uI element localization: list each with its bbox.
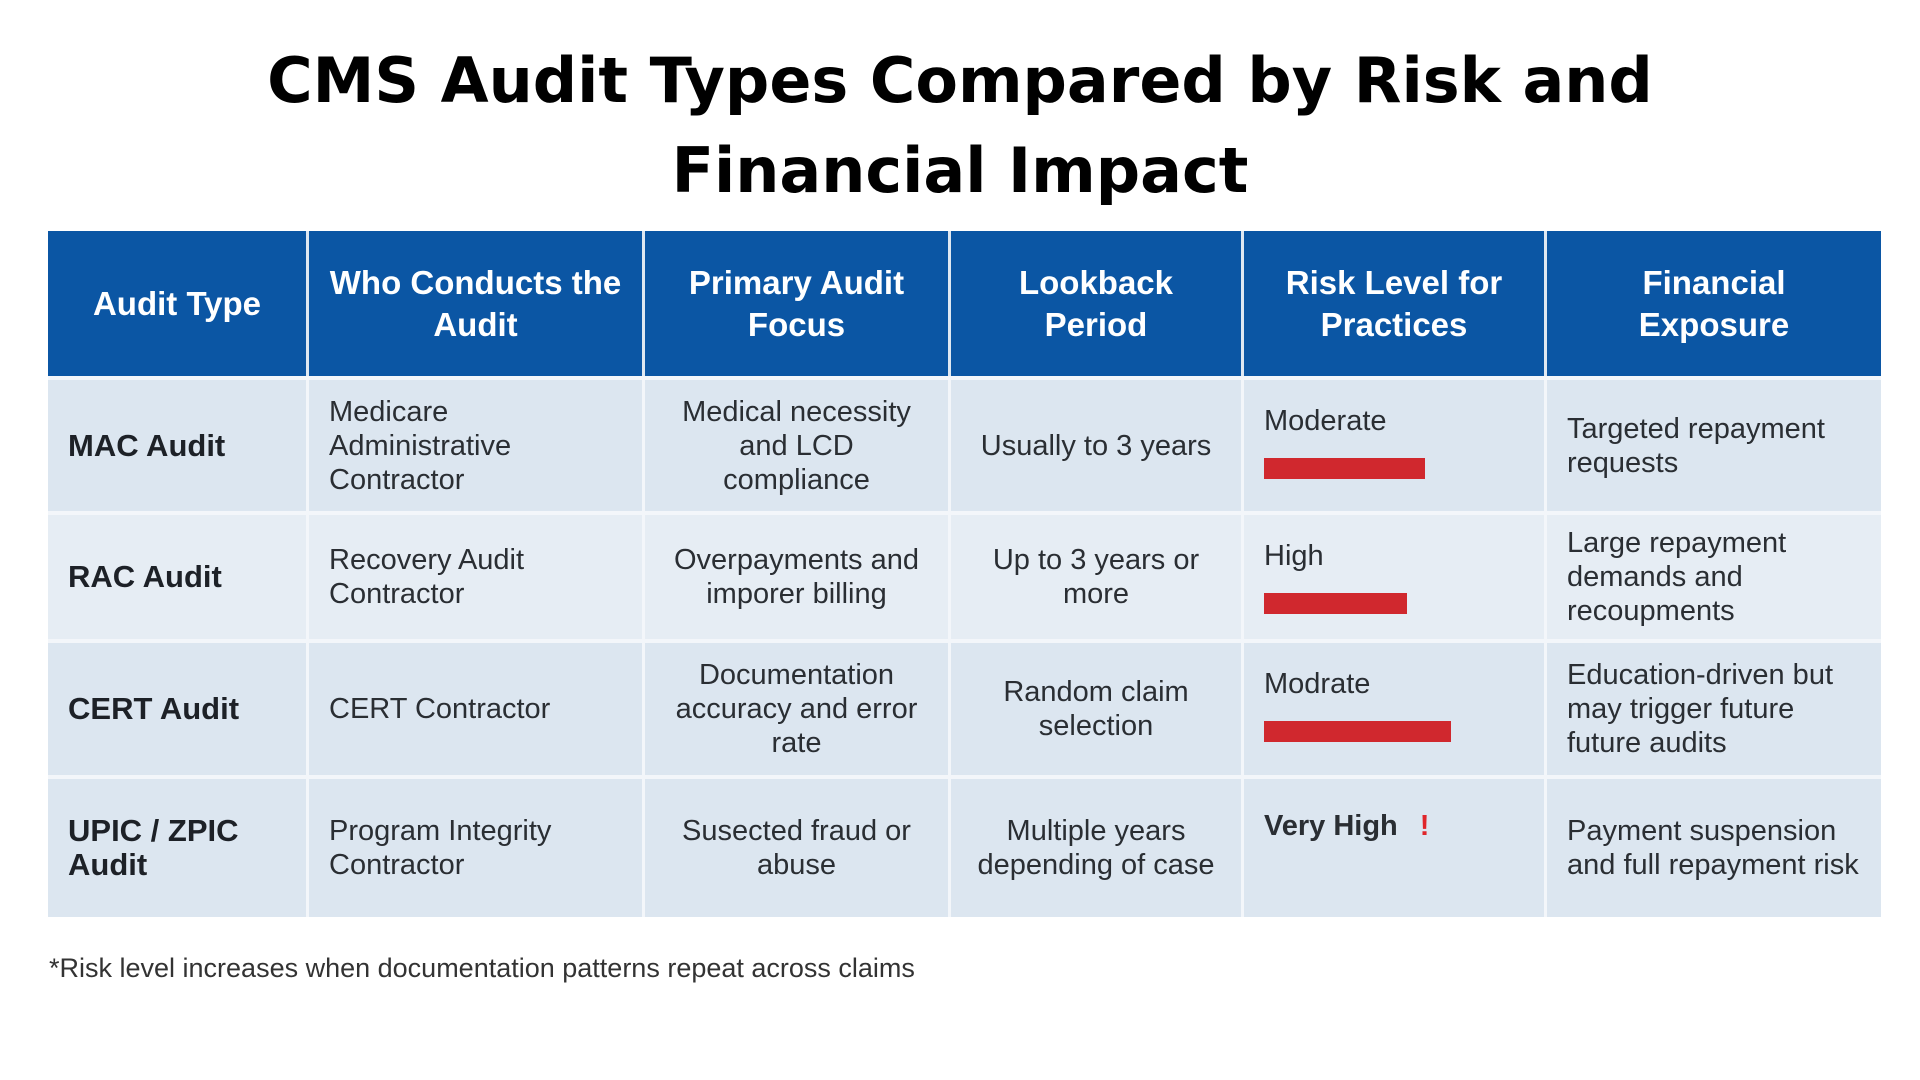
header-risk-level: Risk Level for Practices [1244,231,1547,376]
risk-level-bar [1264,593,1407,614]
lookback-cell: Random claim selection [951,643,1244,775]
primary-focus-cell: Medical necessity and LCD compliance [645,380,951,511]
header-financial-exposure: Financial Exposure [1638,263,1790,343]
financial-exposure-cell: Education-driven but may trigger future … [1567,659,1833,759]
risk-level-text: Modrate [1264,668,1371,700]
lookback-cell: Usually to 3 years [951,380,1244,511]
risk-level-text: Moderate [1264,405,1387,437]
primary-focus-cell: Overpayments and imporer billing [645,515,951,639]
table-row: MAC Audit Medicare Administrative Contrac… [48,376,1881,511]
risk-level-cell: High [1244,515,1547,639]
header-primary-focus: Primary Audit Focus [645,231,951,376]
table-row: RAC Audit Recovery Audit Contractor Overpa… [48,511,1881,639]
financial-exposure-cell: Targeted repayment requests [1567,412,1825,479]
title-line-2: Financial Impact [671,134,1249,207]
risk-level-bar [1264,721,1452,742]
financial-exposure-cell: Payment suspension and full repayment ri… [1567,815,1859,881]
primary-focus-cell: Susected fraud or abuse [645,779,951,917]
risk-level-cell: Very High! [1244,779,1547,917]
title-line-1: CMS Audit Types Compared by Risk and [267,44,1653,117]
risk-level-bar [1264,458,1426,479]
risk-level-text: High [1264,540,1324,572]
who-conducts-cell: Recovery Audit Contractor [309,515,645,639]
who-conducts-cell: CERT Contractor [309,643,645,775]
table-row: CERT Audit CERT Contractor Documentation a… [48,639,1881,775]
risk-level-label: Moderate [1264,404,1524,438]
who-conducts-cell: Medicare Administrative Contractor [309,380,645,511]
audit-type-cell: CERT Audit [48,643,309,775]
audit-type-cell: MAC Audit [48,380,309,511]
footnote: *Risk level increases when documentation… [49,953,915,983]
lookback-cell: Multiple years depending of case [951,779,1244,917]
risk-level-label: High [1264,539,1524,573]
primary-focus-cell: Documentation accuracy and error rate [645,643,951,775]
page-title: CMS Audit Types Compared by Risk and Fin… [0,36,1920,216]
header-audit-type: Audit Type [48,231,309,376]
financial-exposure-cell: Large repayment demands and recoupments [1567,527,1787,627]
risk-level-cell: Modrate [1244,643,1547,775]
exclamation-icon: ! [1419,810,1430,842]
audit-type-cell: RAC Audit [48,515,309,639]
risk-level-label: Very High! [1264,809,1524,843]
header-who-conducts: Who Conducts the Audit [309,231,645,376]
audit-comparison-table: Audit Type Who Conducts the Audit Primar… [48,231,1881,917]
header-lookback: Lookback Period [951,231,1244,376]
lookback-cell: Up to 3 years or more [951,515,1244,639]
table-header-row: Audit Type Who Conducts the Audit Primar… [48,231,1881,376]
risk-level-label: Modrate [1264,667,1524,701]
risk-level-cell: Moderate [1244,380,1547,511]
table-row: UPIC / ZPIC Audit Program Integrity Contr… [48,775,1881,917]
audit-type-cell: UPIC / ZPIC Audit [48,779,309,917]
who-conducts-cell: Program Integrity Contractor [309,779,645,917]
risk-level-text: Very High [1264,810,1398,842]
